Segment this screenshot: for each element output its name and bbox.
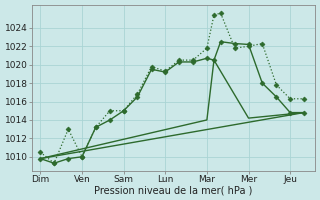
X-axis label: Pression niveau de la mer( hPa ): Pression niveau de la mer( hPa ) (94, 185, 253, 195)
